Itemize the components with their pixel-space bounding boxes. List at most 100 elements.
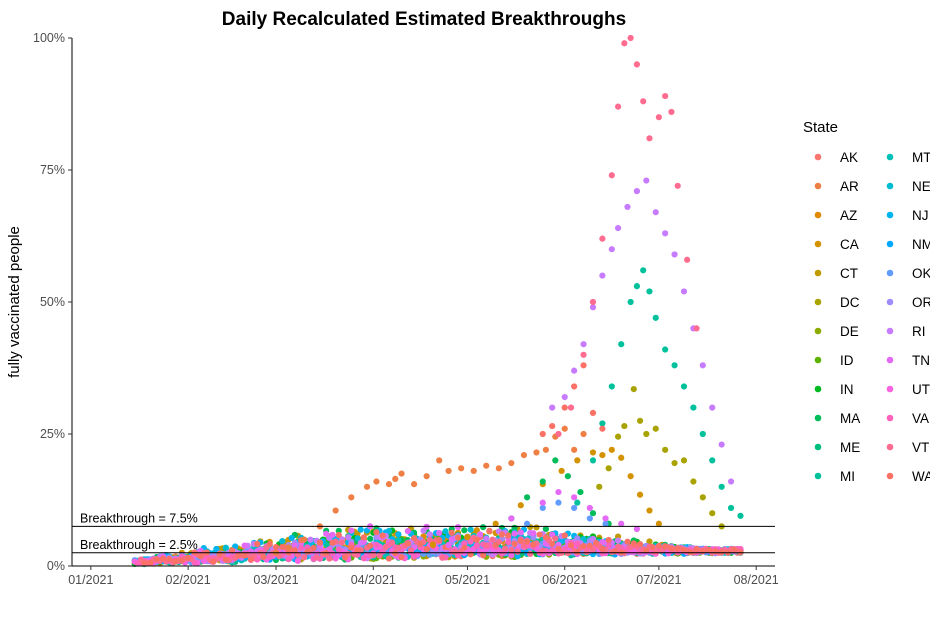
- baseline-point: [310, 544, 317, 552]
- baseline-point: [611, 548, 619, 555]
- baseline-point: [197, 553, 204, 560]
- data-point: [599, 420, 606, 427]
- data-point: [693, 325, 700, 332]
- axes: Breakthrough = 7.5% Breakthrough = 2.5% 0%…: [33, 31, 779, 587]
- legend-entry-ut: UT: [886, 382, 930, 397]
- baseline-point: [423, 545, 430, 553]
- data-point: [633, 283, 641, 290]
- data-point: [589, 298, 597, 306]
- baseline-point: [630, 540, 637, 547]
- baseline-point: [266, 541, 273, 548]
- baseline-point: [360, 534, 367, 541]
- data-point: [363, 483, 371, 490]
- data-point: [398, 470, 405, 477]
- legend-key: [814, 385, 822, 393]
- baseline-point: [360, 539, 367, 546]
- baseline-point: [210, 558, 217, 565]
- legend-label: NM: [912, 237, 930, 252]
- baseline-point: [448, 536, 455, 543]
- baseline-point: [235, 552, 242, 559]
- baseline-point: [357, 526, 364, 533]
- data-point: [718, 441, 725, 448]
- baseline-point: [304, 548, 311, 555]
- baseline-point: [467, 526, 474, 533]
- legend-entry-de: DE: [814, 324, 859, 339]
- data-point: [621, 40, 628, 47]
- data-point: [589, 510, 597, 517]
- data-point: [624, 203, 631, 211]
- data-point: [652, 425, 659, 432]
- baseline-point: [398, 554, 405, 561]
- baseline-point: [461, 540, 468, 547]
- legend-entry-vt: VT: [886, 440, 929, 455]
- legend-label: VT: [912, 440, 929, 455]
- y-tick-label: 100%: [33, 31, 65, 45]
- baseline-point: [417, 540, 424, 548]
- baseline-point: [655, 542, 662, 550]
- data-point: [633, 525, 641, 533]
- legend-label: MA: [840, 411, 860, 426]
- baseline-point: [279, 537, 286, 545]
- legend-key: [886, 269, 894, 277]
- baseline-point: [442, 528, 449, 535]
- data-point: [618, 341, 625, 348]
- data-point: [574, 457, 581, 464]
- baseline-point: [241, 552, 248, 559]
- data-point: [614, 103, 622, 110]
- baseline-point: [395, 537, 402, 544]
- legend-entry-ne: NE: [886, 179, 930, 194]
- baseline-point: [407, 547, 415, 554]
- series-vt: [555, 34, 700, 438]
- data-point: [709, 404, 716, 411]
- data-point: [520, 452, 528, 459]
- y-axis-label-group: fully vaccinated people: [6, 226, 23, 378]
- legend-label: MI: [840, 469, 855, 484]
- data-point: [373, 478, 380, 485]
- baseline-point: [511, 540, 518, 548]
- legend-label: ID: [840, 353, 854, 368]
- data-point: [410, 481, 418, 488]
- baseline-point: [301, 554, 308, 561]
- baseline-point: [498, 531, 506, 538]
- legend-entry-in: IN: [814, 382, 854, 397]
- data-point: [571, 494, 578, 501]
- series-tn: [445, 488, 641, 548]
- y-axis-label: fully vaccinated people: [6, 226, 23, 378]
- data-point: [392, 475, 399, 482]
- data-point: [621, 422, 628, 430]
- baseline-point: [492, 541, 499, 549]
- baseline-point: [153, 556, 160, 563]
- legend-label: VA: [912, 411, 929, 426]
- baseline-point: [216, 550, 223, 558]
- baseline-point: [643, 547, 650, 554]
- baseline-point: [338, 539, 346, 546]
- data-point: [561, 404, 568, 411]
- data-point: [602, 520, 609, 527]
- baseline-point: [254, 540, 261, 548]
- baseline-point: [662, 543, 669, 550]
- data-point: [567, 404, 575, 411]
- baseline-point: [567, 542, 575, 549]
- baseline-point: [354, 547, 361, 554]
- baseline-point: [483, 542, 490, 549]
- baseline-point: [288, 534, 295, 542]
- baseline-point: [241, 542, 248, 549]
- legend-key: [886, 414, 894, 422]
- data-point: [589, 449, 597, 456]
- x-tick-label: 07/2021: [636, 573, 681, 587]
- legend-label: CA: [840, 237, 859, 252]
- baseline-point: [539, 547, 546, 554]
- baseline-point: [552, 535, 559, 542]
- data-point: [643, 430, 650, 438]
- baseline-point: [247, 556, 254, 563]
- legend-key: [814, 298, 822, 306]
- baseline-point: [486, 527, 493, 534]
- baseline-point: [517, 537, 524, 545]
- baseline-point: [159, 555, 167, 562]
- y-tick-label: 75%: [40, 163, 65, 177]
- baseline-point: [480, 524, 487, 531]
- legend-key: [814, 414, 822, 422]
- legend-label: DE: [840, 324, 859, 339]
- data-point: [464, 533, 471, 541]
